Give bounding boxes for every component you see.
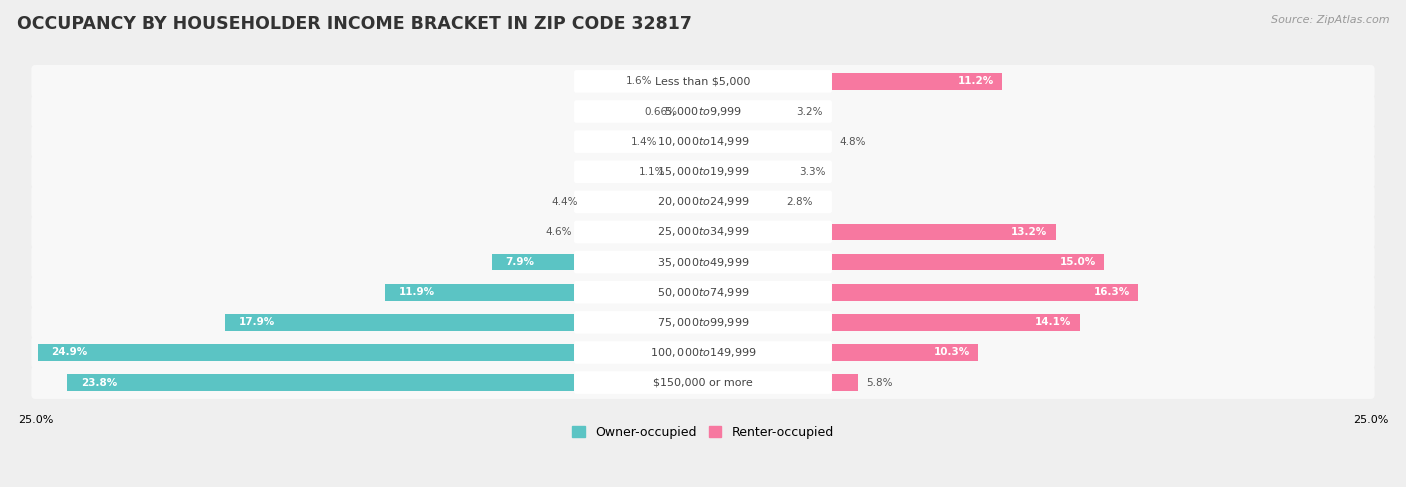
Text: 1.1%: 1.1% xyxy=(640,167,665,177)
FancyBboxPatch shape xyxy=(31,125,1375,158)
FancyBboxPatch shape xyxy=(31,216,1375,248)
Bar xyxy=(703,224,1056,240)
Bar xyxy=(665,133,703,150)
Text: $10,000 to $14,999: $10,000 to $14,999 xyxy=(657,135,749,148)
Bar xyxy=(673,164,703,180)
Text: 7.9%: 7.9% xyxy=(505,257,534,267)
FancyBboxPatch shape xyxy=(31,246,1375,279)
Bar xyxy=(703,314,1080,331)
Text: OCCUPANCY BY HOUSEHOLDER INCOME BRACKET IN ZIP CODE 32817: OCCUPANCY BY HOUSEHOLDER INCOME BRACKET … xyxy=(17,15,692,33)
FancyBboxPatch shape xyxy=(574,100,832,123)
FancyBboxPatch shape xyxy=(574,221,832,244)
Bar xyxy=(703,344,979,361)
FancyBboxPatch shape xyxy=(574,131,832,153)
Bar xyxy=(703,73,1002,90)
Text: 1.6%: 1.6% xyxy=(626,76,652,86)
Bar xyxy=(385,284,703,300)
FancyBboxPatch shape xyxy=(31,155,1375,188)
Text: 4.8%: 4.8% xyxy=(839,137,866,147)
FancyBboxPatch shape xyxy=(31,65,1375,98)
Text: $20,000 to $24,999: $20,000 to $24,999 xyxy=(657,195,749,208)
FancyBboxPatch shape xyxy=(574,70,832,93)
Bar xyxy=(225,314,703,331)
Text: 11.2%: 11.2% xyxy=(957,76,994,86)
Text: $50,000 to $74,999: $50,000 to $74,999 xyxy=(657,286,749,299)
FancyBboxPatch shape xyxy=(574,341,832,364)
Text: 17.9%: 17.9% xyxy=(239,318,274,327)
Text: 24.9%: 24.9% xyxy=(52,347,87,357)
Text: 5.8%: 5.8% xyxy=(866,377,893,388)
Text: 3.3%: 3.3% xyxy=(799,167,825,177)
Bar xyxy=(492,254,703,270)
Bar xyxy=(703,103,789,120)
FancyBboxPatch shape xyxy=(574,190,832,213)
FancyBboxPatch shape xyxy=(574,371,832,394)
FancyBboxPatch shape xyxy=(31,186,1375,218)
FancyBboxPatch shape xyxy=(31,276,1375,309)
Bar xyxy=(661,73,703,90)
Text: $25,000 to $34,999: $25,000 to $34,999 xyxy=(657,225,749,239)
FancyBboxPatch shape xyxy=(31,336,1375,369)
Text: 15.0%: 15.0% xyxy=(1059,257,1095,267)
Text: 4.6%: 4.6% xyxy=(546,227,572,237)
Text: $35,000 to $49,999: $35,000 to $49,999 xyxy=(657,256,749,269)
FancyBboxPatch shape xyxy=(574,161,832,183)
Bar xyxy=(67,375,703,391)
FancyBboxPatch shape xyxy=(31,306,1375,339)
FancyBboxPatch shape xyxy=(574,311,832,334)
Text: Source: ZipAtlas.com: Source: ZipAtlas.com xyxy=(1271,15,1389,25)
Bar xyxy=(703,284,1139,300)
FancyBboxPatch shape xyxy=(31,95,1375,128)
Text: $5,000 to $9,999: $5,000 to $9,999 xyxy=(664,105,742,118)
Text: $15,000 to $19,999: $15,000 to $19,999 xyxy=(657,165,749,178)
Text: 10.3%: 10.3% xyxy=(934,347,970,357)
Text: 2.8%: 2.8% xyxy=(786,197,813,207)
Bar xyxy=(703,133,831,150)
Text: 11.9%: 11.9% xyxy=(398,287,434,297)
FancyBboxPatch shape xyxy=(574,251,832,273)
FancyBboxPatch shape xyxy=(574,281,832,303)
Bar xyxy=(38,344,703,361)
Bar xyxy=(581,224,703,240)
Text: 13.2%: 13.2% xyxy=(1011,227,1047,237)
Text: $150,000 or more: $150,000 or more xyxy=(654,377,752,388)
FancyBboxPatch shape xyxy=(31,366,1375,399)
Text: 1.4%: 1.4% xyxy=(631,137,658,147)
Bar xyxy=(703,375,858,391)
Bar xyxy=(685,103,703,120)
Bar xyxy=(585,194,703,210)
Bar xyxy=(703,194,778,210)
Text: $75,000 to $99,999: $75,000 to $99,999 xyxy=(657,316,749,329)
Text: Less than $5,000: Less than $5,000 xyxy=(655,76,751,86)
Bar xyxy=(703,254,1104,270)
Text: $100,000 to $149,999: $100,000 to $149,999 xyxy=(650,346,756,359)
Text: 0.66%: 0.66% xyxy=(644,107,678,116)
Text: 16.3%: 16.3% xyxy=(1094,287,1130,297)
Text: 14.1%: 14.1% xyxy=(1035,318,1071,327)
Legend: Owner-occupied, Renter-occupied: Owner-occupied, Renter-occupied xyxy=(568,421,838,444)
Text: 3.2%: 3.2% xyxy=(796,107,823,116)
Text: 23.8%: 23.8% xyxy=(80,377,117,388)
Text: 4.4%: 4.4% xyxy=(551,197,578,207)
Bar xyxy=(703,164,792,180)
